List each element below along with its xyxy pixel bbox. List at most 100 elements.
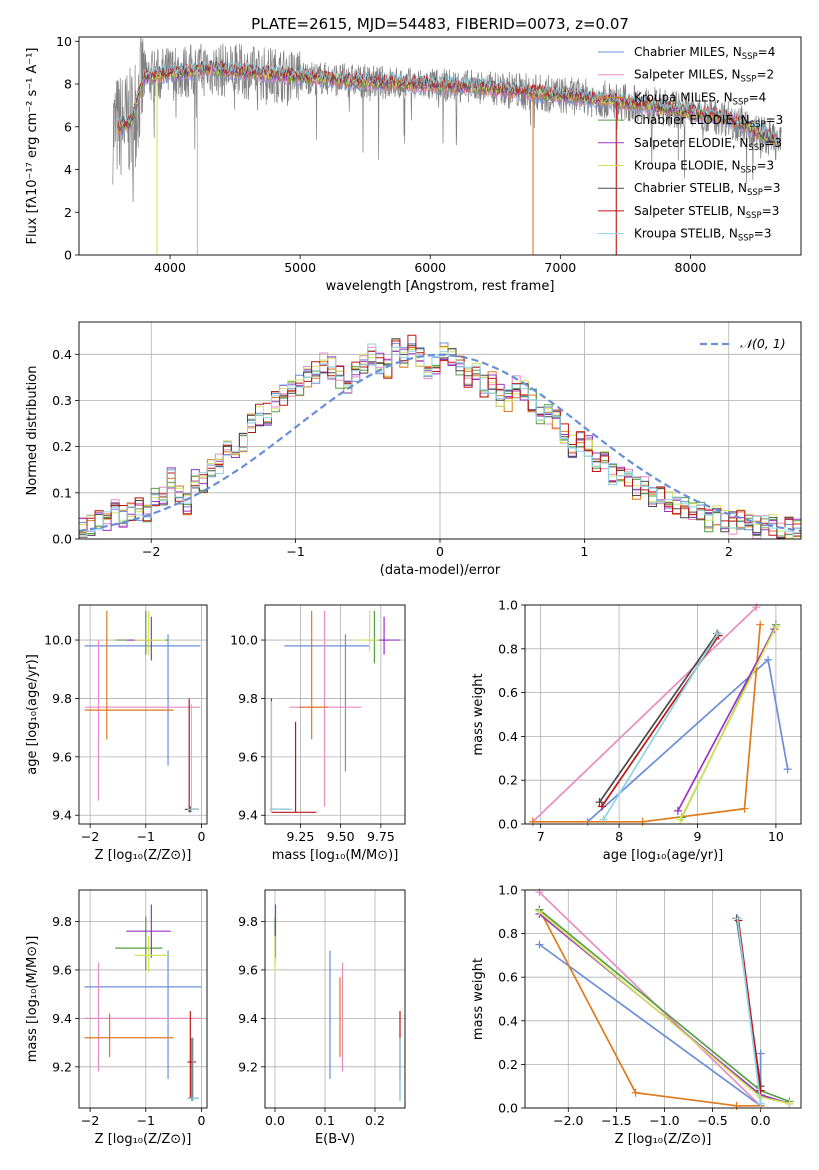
legend-entry: Salpeter MILES, NSSP=2 xyxy=(634,68,774,85)
series-marker xyxy=(771,622,780,631)
axes-frame xyxy=(264,889,406,1109)
series-marker xyxy=(732,1101,741,1110)
legend-entry: 𝒩(0, 1) xyxy=(740,336,786,351)
y-axis-label: mass weight xyxy=(471,673,486,755)
y-tick-label: 9.6 xyxy=(238,749,258,764)
x-tick-label: 0 xyxy=(197,1113,205,1128)
series-marker xyxy=(740,804,749,813)
legend-entry: Salpeter STELIB, NSSP=3 xyxy=(634,204,779,221)
series-marker xyxy=(631,1088,640,1097)
y-tick-label: 9.8 xyxy=(52,914,72,929)
y-tick-label: 0 xyxy=(64,248,72,263)
y-tick-label: 9.6 xyxy=(52,962,72,977)
spectrum-panel: 4000 5000 6000 7000 8000 0 2 4 6 8 10 wavelength [A… xyxy=(25,34,802,294)
y-tick-label: 10 xyxy=(56,34,72,49)
axes-frame xyxy=(524,604,802,825)
mass-weight-vs-age-panel: 7 8 9 10 0.0 0.2 0.4 0.6 0.8 1.0 age [log₁₀(age/yr… xyxy=(471,598,802,863)
normal-curve xyxy=(78,353,802,532)
legend-entry: Kroupa MILES, NSSP=4 xyxy=(634,90,766,107)
y-tick-label: 9.8 xyxy=(52,691,72,706)
y-axis-label: Normed distribution xyxy=(25,366,40,496)
y-tick-label: 0.6 xyxy=(498,970,518,985)
series-marker xyxy=(733,914,742,923)
y-tick-label: 8 xyxy=(64,77,72,92)
x-tick-label: 5000 xyxy=(284,260,316,275)
series-marker xyxy=(528,817,537,826)
figure-title: PLATE=2615, MJD=54483, FIBERID=0073, z=0… xyxy=(251,15,629,33)
x-tick-label: −2 xyxy=(81,1113,99,1128)
y-tick-label: 1.0 xyxy=(498,598,518,613)
x-tick-label: 8 xyxy=(615,829,623,844)
y-tick-label: 10.0 xyxy=(230,633,258,648)
y-tick-label: 9.4 xyxy=(52,1011,72,1026)
x-tick-label: 0 xyxy=(197,829,205,844)
x-tick-label: 0.0 xyxy=(265,1113,285,1128)
y-tick-label: 6 xyxy=(64,119,72,134)
series-marker xyxy=(756,1086,765,1095)
series-marker xyxy=(673,806,682,815)
x-tick-label: −1.5 xyxy=(601,1113,631,1128)
series-line xyxy=(679,626,777,820)
y-tick-label: 0.6 xyxy=(498,685,518,700)
y-tick-label: 1.0 xyxy=(498,883,518,898)
x-axis-label: wavelength [Angstrom, rest frame] xyxy=(326,279,555,294)
series-marker xyxy=(535,907,544,916)
x-tick-label: 2 xyxy=(725,544,733,559)
series-marker xyxy=(535,888,544,897)
series-line xyxy=(532,624,762,823)
y-tick-label: 9.4 xyxy=(238,1011,258,1026)
x-axis-label: mass [log₁₀(M/M⊙)] xyxy=(272,848,399,863)
x-tick-label: 7 xyxy=(537,829,545,844)
series-marker xyxy=(756,1099,765,1108)
x-tick-label: −1.0 xyxy=(649,1113,679,1128)
series-marker xyxy=(752,603,761,612)
mass-vs-ebv-panel: 0.0 0.1 0.2 9.2 9.4 9.6 9.8 E(B-V) xyxy=(238,889,406,1147)
x-tick-label: −1 xyxy=(137,829,155,844)
y-axis-label: mass [log₁₀(M/M⊙)] xyxy=(25,936,40,1063)
x-tick-label: 0 xyxy=(436,544,444,559)
x-tick-label: −1 xyxy=(137,1113,155,1128)
series-line xyxy=(538,891,762,1107)
axes-frame xyxy=(524,889,802,1109)
series-line xyxy=(677,628,776,812)
x-axis-label: (data-model)/error xyxy=(380,563,501,578)
series-marker xyxy=(713,629,722,638)
y-tick-label: 0.8 xyxy=(498,641,518,656)
y-axis-label: mass weight xyxy=(471,958,486,1040)
series-line xyxy=(598,633,718,803)
series-marker xyxy=(597,802,606,811)
spectrum-legend: Chabrier MILES, NSSP=4 Salpeter MILES, NS… xyxy=(598,45,783,244)
series-marker xyxy=(535,940,544,949)
series-marker xyxy=(783,765,792,774)
x-tick-label: 4000 xyxy=(154,260,186,275)
y-tick-label: 9.4 xyxy=(238,808,258,823)
series-marker xyxy=(785,1099,794,1108)
series-line xyxy=(736,918,762,1104)
x-axis-label: Z [log₁₀(Z/Z⊙)] xyxy=(95,848,192,863)
x-tick-label: −2 xyxy=(81,829,99,844)
series-line xyxy=(538,909,761,1107)
y-tick-label: 9.2 xyxy=(52,1059,72,1074)
y-tick-label: 0.3 xyxy=(52,393,72,408)
y-tick-label: 0.4 xyxy=(498,729,518,744)
mass-vs-metallicity-panel: −2 −1 0 9.2 9.4 9.6 9.8 Z [log₁₀(Z/Z⊙)] mass [lo… xyxy=(25,889,208,1147)
age-vs-metallicity-panel: −2 −1 0 9.4 9.6 9.8 10.0 Z [log₁₀(Z/Z⊙)] age [lo… xyxy=(25,604,208,863)
axes-frame xyxy=(264,604,406,825)
y-tick-label: 4 xyxy=(64,162,72,177)
y-tick-label: 9.6 xyxy=(238,962,258,977)
x-tick-label: 6000 xyxy=(414,260,446,275)
series-marker xyxy=(676,815,685,824)
series-marker xyxy=(595,798,604,807)
model-spectrum xyxy=(117,60,778,143)
legend-entry: Salpeter ELODIE, NSSP=3 xyxy=(634,136,782,153)
series-marker xyxy=(756,620,765,629)
x-tick-label: −2 xyxy=(142,544,160,559)
series-line xyxy=(602,633,719,821)
x-tick-label: 7000 xyxy=(544,260,576,275)
series-line xyxy=(532,606,757,823)
series-marker xyxy=(764,655,773,664)
x-tick-label: 8000 xyxy=(675,260,707,275)
y-tick-label: 0.2 xyxy=(498,1057,518,1072)
y-tick-label: 0.0 xyxy=(52,532,72,547)
